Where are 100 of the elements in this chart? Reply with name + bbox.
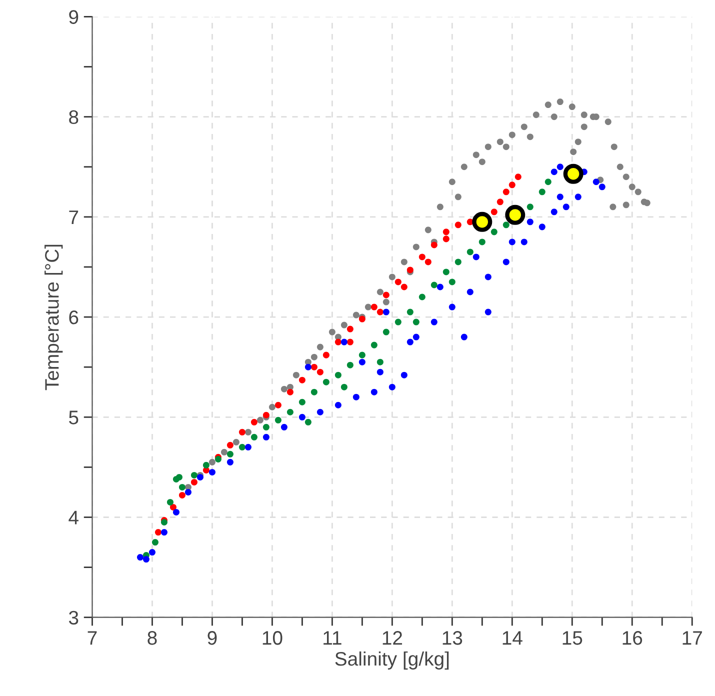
point xyxy=(340,384,348,390)
point xyxy=(286,408,294,416)
y-tick-label: 5 xyxy=(69,410,78,424)
point xyxy=(358,358,366,366)
point xyxy=(244,444,252,450)
point xyxy=(430,282,438,288)
point xyxy=(376,308,384,316)
point xyxy=(142,556,150,563)
point xyxy=(574,194,582,200)
point xyxy=(322,352,330,358)
x-tick-label: 10 xyxy=(262,631,282,645)
point xyxy=(563,164,584,184)
x-tick-label: 16 xyxy=(622,631,642,645)
point xyxy=(412,318,420,326)
point xyxy=(508,238,516,246)
point xyxy=(190,478,198,486)
point xyxy=(376,368,384,376)
point xyxy=(178,484,186,490)
point xyxy=(526,218,534,226)
point xyxy=(490,228,498,236)
point xyxy=(154,529,162,536)
point xyxy=(406,338,414,346)
point xyxy=(250,418,258,426)
point xyxy=(448,304,456,310)
point xyxy=(176,474,182,480)
point xyxy=(166,498,174,506)
point xyxy=(394,278,402,286)
point xyxy=(322,378,330,386)
point xyxy=(226,458,234,466)
point xyxy=(484,274,492,280)
point xyxy=(505,204,526,225)
y-tick-label: 6 xyxy=(69,310,78,324)
y-axis-title: Temperature [°C] xyxy=(44,244,63,390)
point xyxy=(598,184,606,190)
y-tick-label: 9 xyxy=(69,10,78,24)
point xyxy=(160,529,168,536)
point xyxy=(382,328,390,336)
point xyxy=(250,434,258,440)
x-axis-title: Salinity [g/kg] xyxy=(335,651,449,670)
point xyxy=(442,236,450,242)
x-tick-label: 12 xyxy=(382,631,402,645)
point xyxy=(556,194,564,200)
point xyxy=(406,308,414,316)
point xyxy=(388,384,396,390)
point xyxy=(298,414,306,420)
point xyxy=(448,278,456,286)
point xyxy=(226,442,234,448)
point xyxy=(136,554,144,561)
point xyxy=(178,492,186,498)
x-tick-label: 14 xyxy=(502,631,522,645)
point xyxy=(340,338,348,346)
point xyxy=(418,294,426,300)
point xyxy=(454,258,462,266)
point xyxy=(262,424,270,430)
point xyxy=(358,352,366,358)
point xyxy=(352,394,360,400)
point xyxy=(370,342,378,348)
point xyxy=(298,398,306,406)
x-tick-label: 15 xyxy=(562,631,582,645)
point xyxy=(508,182,516,188)
point xyxy=(170,504,176,510)
point xyxy=(562,204,570,210)
y-tick-label: 8 xyxy=(69,110,78,124)
point xyxy=(286,388,294,396)
point xyxy=(394,318,402,326)
x-tick-label: 7 xyxy=(88,631,97,645)
point xyxy=(490,208,498,216)
x-tick-label: 11 xyxy=(324,631,342,645)
point xyxy=(412,334,420,340)
point xyxy=(310,364,318,370)
point xyxy=(370,304,378,310)
point xyxy=(226,450,234,458)
x-tick-label: 8 xyxy=(148,631,157,645)
y-tick-label: 7 xyxy=(69,210,78,224)
point xyxy=(298,376,306,384)
point xyxy=(346,362,354,368)
x-tick-label: 13 xyxy=(442,631,462,645)
point xyxy=(334,402,342,408)
y-tick-label: 3 xyxy=(68,610,78,625)
point xyxy=(304,364,312,370)
point xyxy=(376,358,384,366)
point xyxy=(484,308,492,316)
point xyxy=(592,178,600,186)
point xyxy=(436,284,444,290)
point xyxy=(316,408,324,416)
point xyxy=(370,388,378,396)
point xyxy=(172,508,180,516)
point xyxy=(472,212,492,232)
point xyxy=(184,488,192,496)
point xyxy=(538,224,546,230)
point xyxy=(400,372,408,378)
point xyxy=(502,222,510,228)
point xyxy=(442,228,450,236)
point xyxy=(538,188,546,196)
point xyxy=(454,222,462,228)
point xyxy=(418,254,426,260)
point xyxy=(160,518,168,526)
point xyxy=(496,198,504,206)
point xyxy=(148,549,156,556)
point xyxy=(502,258,510,266)
